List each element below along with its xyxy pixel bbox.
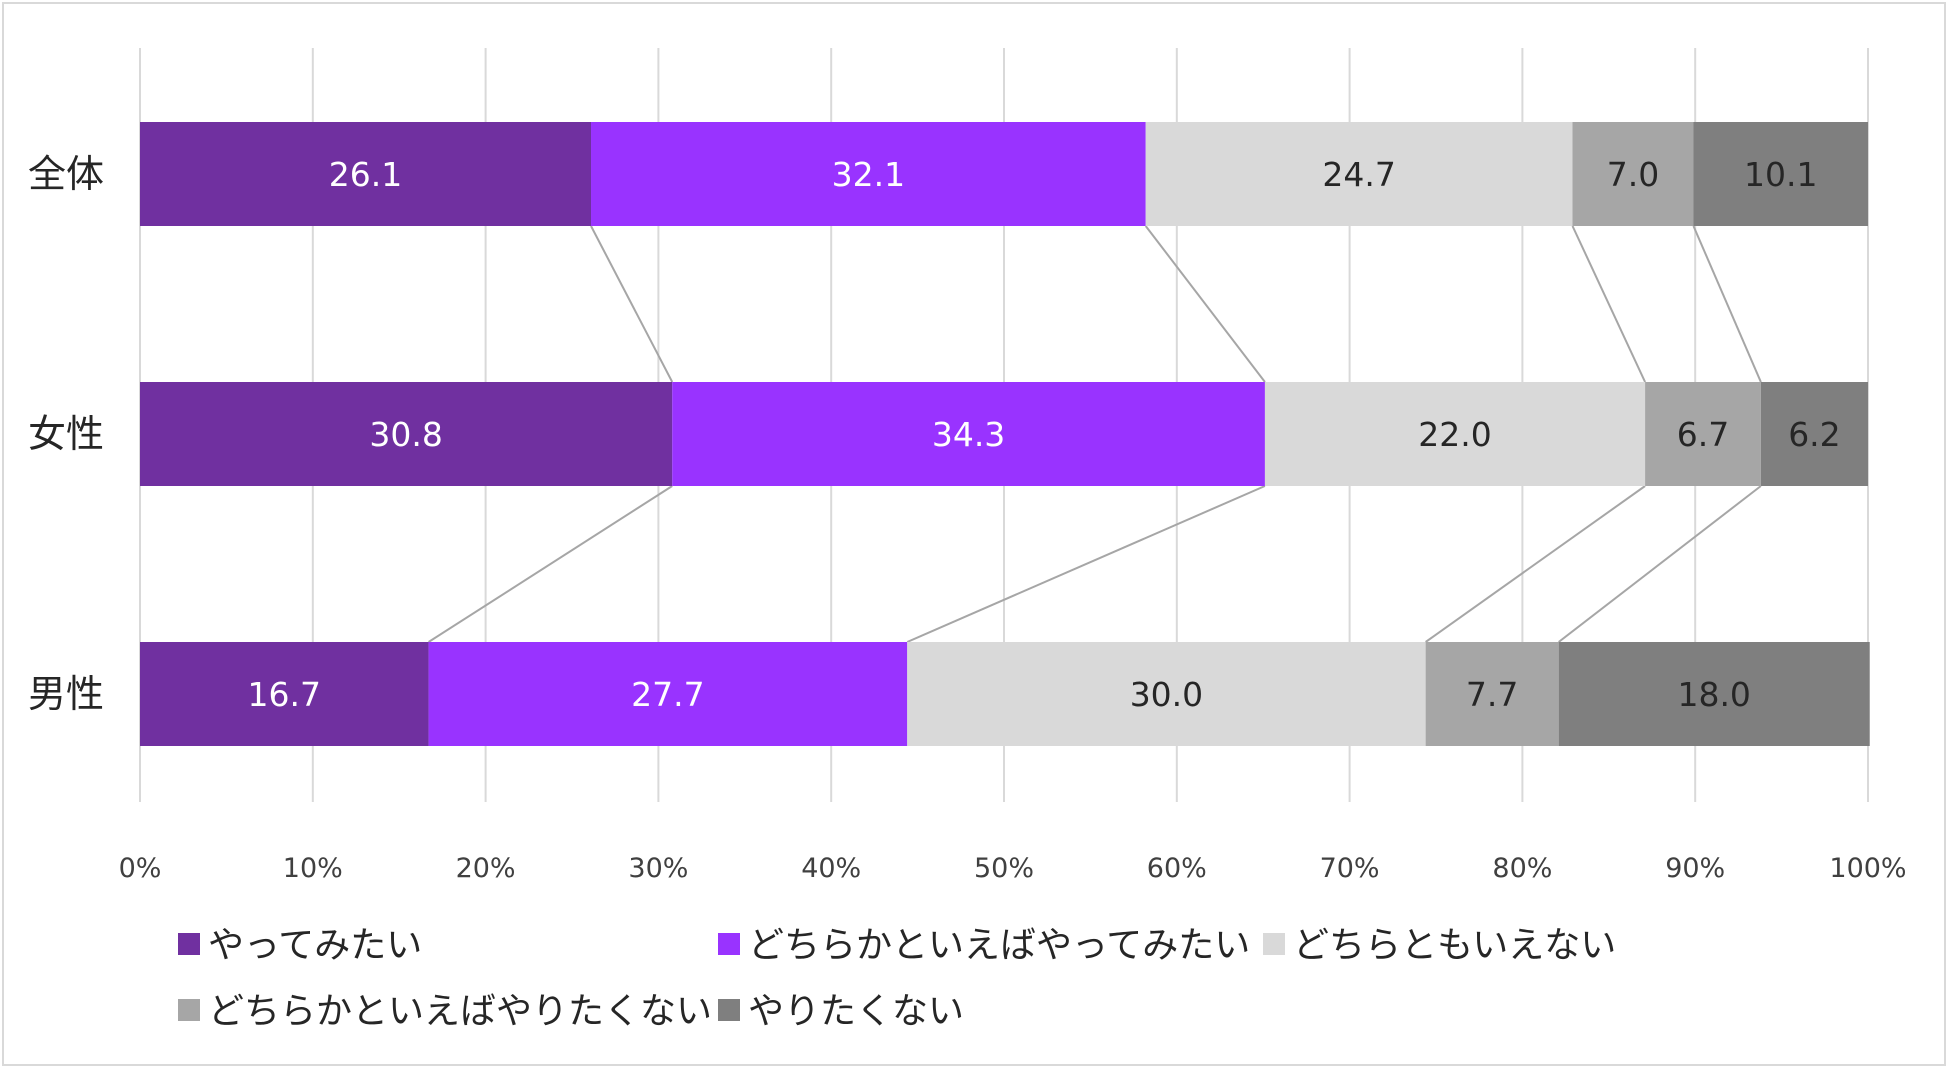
series-line [906, 485, 1266, 643]
series-line [428, 485, 673, 643]
legend-item: どちらともいえない [1263, 925, 1616, 966]
series-line [1425, 485, 1646, 643]
legend-swatch [178, 933, 200, 955]
bar-segment [140, 642, 429, 746]
bar-segment [1558, 642, 1870, 746]
category-label: 男性 [28, 672, 104, 716]
legend-item: やってみたい [178, 925, 422, 966]
bar-segment [140, 382, 673, 486]
data-label: 7.0 [1607, 155, 1659, 194]
series-line [590, 225, 674, 383]
x-tick-label: 20% [456, 853, 516, 884]
legend-swatch [1263, 933, 1285, 955]
series-line [1692, 225, 1762, 383]
legend-label: やってみたい [208, 925, 422, 966]
legend-item: どちらかといえばやりたくない [178, 991, 712, 1032]
x-tick-label: 70% [1320, 853, 1380, 884]
data-label: 6.2 [1788, 415, 1840, 454]
legend-swatch [718, 999, 740, 1021]
bar-segment [1425, 642, 1559, 746]
data-label: 32.1 [832, 155, 905, 194]
data-label: 16.7 [248, 675, 321, 714]
category-label: 全体 [28, 152, 104, 196]
data-label: 30.0 [1130, 675, 1203, 714]
series-line [1144, 225, 1266, 383]
data-label: 6.7 [1677, 415, 1729, 454]
bar-segment [907, 642, 1426, 746]
data-label: 34.3 [932, 415, 1005, 454]
x-tick-label: 100% [1829, 853, 1906, 884]
data-label: 18.0 [1677, 675, 1750, 714]
x-tick-label: 0% [119, 853, 162, 884]
bar-segment [140, 122, 592, 226]
legend-swatch [178, 999, 200, 1021]
legend-swatch [718, 933, 740, 955]
data-label: 27.7 [631, 675, 704, 714]
x-tick-label: 90% [1665, 853, 1725, 884]
series-line [1558, 485, 1762, 643]
x-tick-label: 10% [283, 853, 343, 884]
x-tick-label: 40% [801, 853, 861, 884]
bar-segment [1145, 122, 1573, 226]
data-label: 10.1 [1744, 155, 1817, 194]
category-label: 女性 [28, 412, 104, 456]
bar-segment [1760, 382, 1868, 486]
x-tick-label: 80% [1492, 853, 1552, 884]
x-tick-label: 30% [628, 853, 688, 884]
bar-segment [1693, 122, 1868, 226]
bar-segment [1572, 122, 1694, 226]
legend-label: やりたくない [748, 991, 964, 1032]
data-label: 30.8 [369, 415, 442, 454]
legend-label: どちらかといえばやってみたい [748, 925, 1250, 966]
legend-label: どちらともいえない [1293, 925, 1616, 966]
series-line [1571, 225, 1646, 383]
data-label: 22.0 [1418, 415, 1491, 454]
x-tick-label: 60% [1147, 853, 1207, 884]
bar-segment [1645, 382, 1761, 486]
bar-segment [428, 642, 908, 746]
data-label: 26.1 [329, 155, 402, 194]
bar-segment [1264, 382, 1646, 486]
data-label: 7.7 [1466, 675, 1518, 714]
bar-segment [591, 122, 1146, 226]
x-tick-label: 50% [974, 853, 1034, 884]
legend-item: どちらかといえばやってみたい [718, 925, 1250, 966]
legend-label: どちらかといえばやりたくない [208, 991, 712, 1032]
data-label: 24.7 [1322, 155, 1395, 194]
legend-item: やりたくない [718, 991, 964, 1032]
bar-segment [672, 382, 1265, 486]
